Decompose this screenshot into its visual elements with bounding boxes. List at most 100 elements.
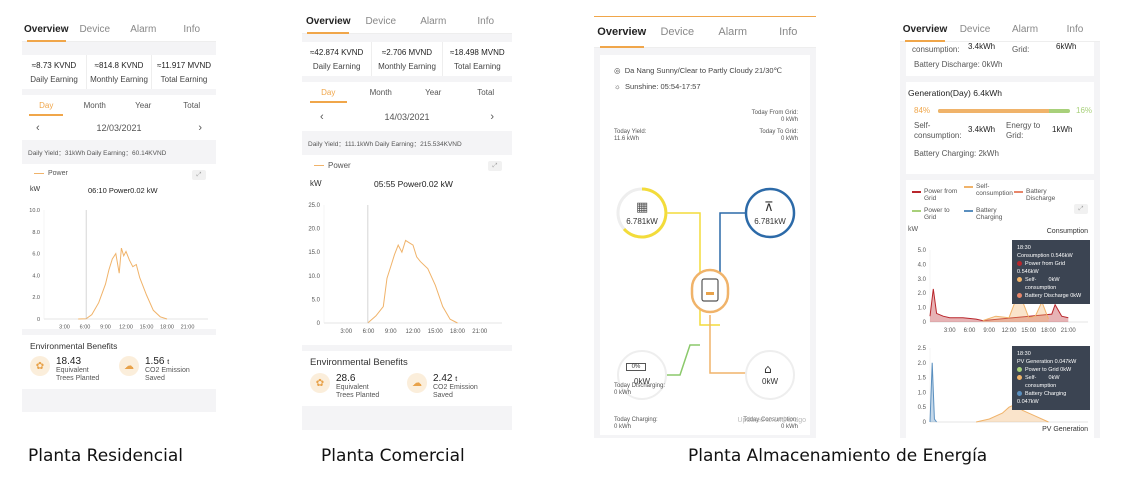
trees-label-1: Equivalent bbox=[56, 367, 89, 374]
to-grid-label: Today To Grid: bbox=[759, 129, 798, 135]
commercial-panel: Overview Device Alarm Info ≈42.874 KVND D… bbox=[302, 10, 512, 430]
tab-info[interactable]: Info bbox=[1066, 24, 1084, 35]
weather-text: Da Nang Sunny/Clear to Partly Cloudy 21/… bbox=[624, 66, 782, 75]
self-consumption-share-fill bbox=[938, 109, 1049, 113]
storage-panel: Overview Device Alarm Info ◎ Da Nang Sun… bbox=[594, 16, 816, 438]
generation-title: Generation(Day) 6.4kWh bbox=[908, 88, 1003, 98]
tab-device[interactable]: Device bbox=[959, 24, 991, 35]
chart-readout: 06:10 Power0.02 kW bbox=[88, 186, 158, 195]
env-title: Environmental Benefits bbox=[30, 341, 118, 351]
self-consumption-value: 3.4kWh bbox=[968, 125, 996, 134]
tooltip-self-value: 0kW bbox=[1048, 277, 1060, 283]
cloud-icon: ☁ bbox=[119, 356, 139, 376]
chart-unit: kW bbox=[30, 186, 41, 193]
y-tick-label: 8.0 bbox=[32, 230, 40, 236]
x-tick-label: 12:00 bbox=[1001, 328, 1017, 334]
tab-device[interactable]: Device bbox=[79, 24, 111, 35]
daily-earning-label: Daily Earning bbox=[30, 75, 78, 84]
series-area bbox=[930, 288, 1069, 322]
y-tick-label: 25.0 bbox=[308, 203, 320, 209]
tab-info[interactable]: Info bbox=[477, 16, 495, 27]
period-tabs: Day Month Year Total bbox=[302, 82, 512, 103]
legend-power-from-grid: Power from Grid bbox=[912, 188, 966, 202]
daily-yield-line: Daily Yield：111.1kWh Daily Earning：215.5… bbox=[308, 141, 462, 148]
period-month[interactable]: Month bbox=[83, 101, 106, 110]
date-value[interactable]: 12/03/2021 bbox=[96, 123, 142, 133]
legend-battery-discharge: Battery Discharge bbox=[1014, 188, 1064, 202]
battery-discharge: Battery Discharge: 0kWh bbox=[914, 60, 1003, 69]
period-day[interactable]: Day bbox=[22, 95, 71, 116]
expand-icon[interactable]: ⤢ bbox=[192, 170, 206, 180]
x-tick-label: 15:00 bbox=[1021, 328, 1037, 334]
from-grid-value: 0 kWh bbox=[780, 117, 798, 123]
chevron-right-icon[interactable]: › bbox=[198, 122, 202, 134]
cloud-icon: ☁ bbox=[407, 373, 427, 393]
detail-chart-card: Power from Grid Self-consumption Battery… bbox=[906, 180, 1094, 438]
tab-overview[interactable]: Overview bbox=[302, 10, 355, 34]
period-total[interactable]: Total bbox=[183, 101, 201, 110]
tab-info[interactable]: Info bbox=[779, 26, 798, 38]
tooltip-self-2: consumption bbox=[1025, 285, 1057, 291]
tab-info[interactable]: Info bbox=[183, 24, 201, 35]
tab-device[interactable]: Device bbox=[365, 16, 397, 27]
tab-overview[interactable]: Overview bbox=[900, 18, 950, 42]
co2-unit: t bbox=[167, 359, 170, 366]
tab-bar: Overview Device Alarm Info bbox=[302, 10, 512, 34]
x-tick-label: 3:00 bbox=[944, 328, 956, 334]
tooltip-to-grid: Power to Grid 0kW bbox=[1025, 367, 1072, 373]
tab-alarm[interactable]: Alarm bbox=[420, 16, 447, 27]
chevron-left-icon[interactable]: ‹ bbox=[36, 122, 40, 134]
consumption-tooltip: 18:30 Consumption 0.546kW Power from Gri… bbox=[1012, 240, 1090, 304]
y-tick-label: 2.0 bbox=[918, 291, 927, 297]
power-chart: Power ⤢ kW 05:55 Power0.02 kW 25.0 20.0 15… bbox=[302, 155, 512, 345]
tab-device[interactable]: Device bbox=[660, 26, 695, 38]
chart-legend: Power bbox=[34, 170, 68, 177]
tab-alarm[interactable]: Alarm bbox=[1011, 24, 1039, 35]
y-tick-label: 15.0 bbox=[308, 250, 320, 256]
tab-overview[interactable]: Overview bbox=[22, 18, 71, 42]
expand-icon[interactable]: ⤢ bbox=[488, 161, 502, 171]
period-total[interactable]: Total bbox=[477, 88, 495, 97]
caption-commercial: Planta Comercial bbox=[321, 446, 465, 466]
yield-label: Today Yield: bbox=[614, 129, 647, 135]
environmental-benefits: Environmental Benefits ✿ 18.43 Equivalent T… bbox=[22, 335, 216, 389]
co2-value: 2.42 bbox=[433, 373, 453, 384]
total-earning-label: Total Earning bbox=[453, 62, 501, 71]
period-year[interactable]: Year bbox=[425, 88, 442, 97]
x-tick-label: 3:00 bbox=[340, 329, 352, 335]
y-tick-label: 5.0 bbox=[312, 297, 321, 303]
series-line bbox=[367, 239, 458, 324]
trees-label-1: Equivalent bbox=[336, 384, 369, 391]
top-partial-value-1: 3.4kWh bbox=[968, 42, 996, 51]
energy-to-grid-label-2: Grid: bbox=[1006, 131, 1024, 140]
daily-earning-value: ≈8.73 KVND bbox=[31, 61, 77, 70]
expand-icon[interactable]: ⤢ bbox=[1074, 204, 1088, 214]
battery-charging: Battery Charging: 2kWh bbox=[914, 149, 999, 158]
y-tick-label: 20.0 bbox=[308, 227, 320, 233]
tab-bar: Overview Device Alarm Info bbox=[594, 17, 816, 48]
daily-earning-label: Daily Earning bbox=[312, 62, 361, 71]
tooltip-self-2: consumption bbox=[1025, 383, 1057, 389]
x-tick-label: 12:00 bbox=[405, 329, 421, 335]
discharging-value: 0 kWh bbox=[614, 390, 632, 396]
trees-label-2: Trees Planted bbox=[336, 392, 380, 399]
x-tick-label: 18:00 bbox=[160, 325, 174, 330]
date-value[interactable]: 14/03/2021 bbox=[384, 112, 430, 122]
y-tick-label: 10.0 bbox=[29, 208, 40, 214]
period-month[interactable]: Month bbox=[369, 88, 392, 97]
y-tick-label: 1.5 bbox=[918, 376, 927, 382]
tree-icon: ✿ bbox=[310, 373, 330, 393]
tooltip-pv: PV Generation 0.047kW bbox=[1017, 359, 1077, 365]
self-consumption-label-2: consumption: bbox=[914, 131, 962, 140]
tab-overview[interactable]: Overview bbox=[594, 17, 650, 48]
to-grid-value: 0 kWh bbox=[780, 136, 798, 142]
charging-label: Today Charging: bbox=[614, 417, 658, 423]
chart-readout: 05:55 Power0.02 kW bbox=[374, 179, 453, 189]
chevron-right-icon[interactable]: › bbox=[490, 111, 494, 123]
tab-alarm[interactable]: Alarm bbox=[718, 26, 748, 38]
chevron-left-icon[interactable]: ‹ bbox=[320, 111, 324, 123]
total-earning-value: ≈11.917 MVND bbox=[156, 61, 212, 70]
period-day[interactable]: Day bbox=[302, 82, 355, 103]
period-year[interactable]: Year bbox=[135, 101, 152, 110]
tab-alarm[interactable]: Alarm bbox=[130, 24, 157, 35]
